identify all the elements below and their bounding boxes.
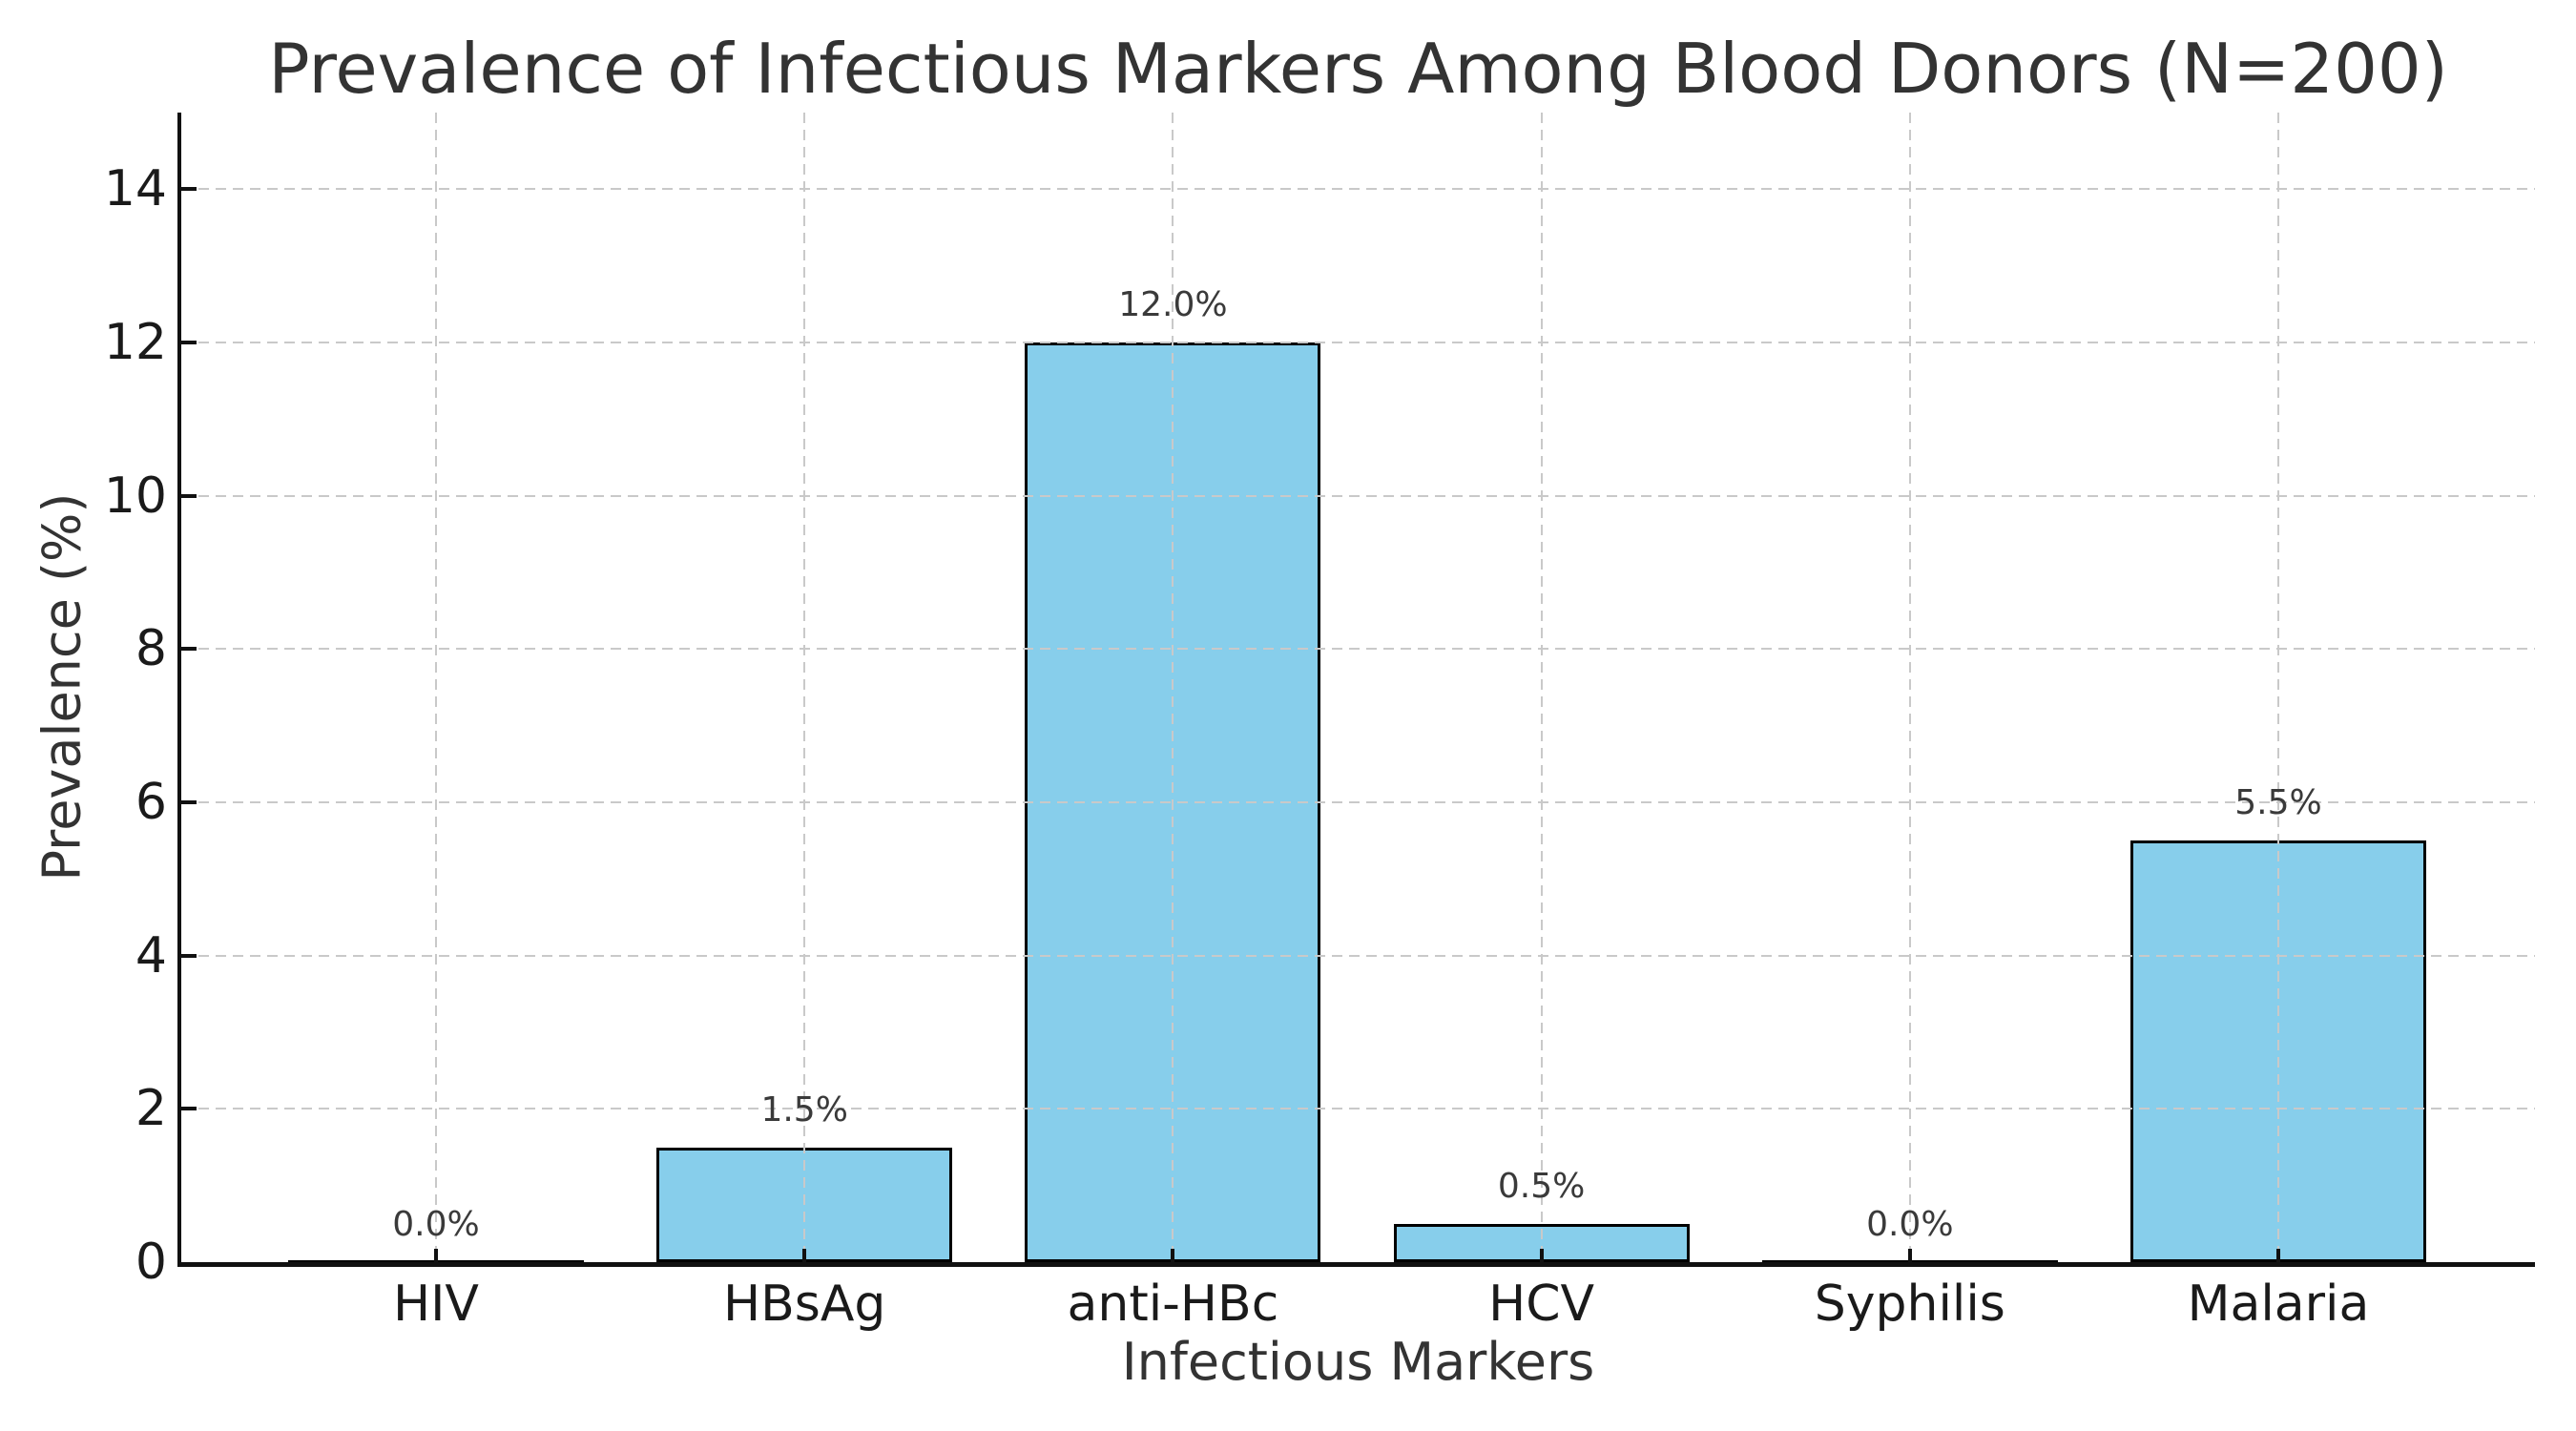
- y-tick-mark: [181, 647, 197, 652]
- x-tick-mark: [2276, 1249, 2280, 1262]
- vertical-gridline: [2277, 113, 2279, 1262]
- horizontal-gridline: [181, 188, 2535, 191]
- x-axis-spine: [177, 1262, 2535, 1267]
- x-tick-mark: [802, 1249, 807, 1262]
- vertical-gridline: [1908, 113, 1911, 1262]
- vertical-gridline: [1540, 113, 1543, 1262]
- x-tick-label: HIV: [392, 1275, 480, 1333]
- y-tick-mark: [181, 800, 197, 804]
- x-tick-label: Syphilis: [1814, 1275, 2005, 1333]
- x-tick-mark: [1907, 1249, 1912, 1262]
- bar-value-label: 12.0%: [1118, 285, 1228, 324]
- vertical-gridline: [803, 113, 806, 1262]
- horizontal-gridline: [181, 342, 2535, 343]
- bar-value-label: 0.0%: [392, 1205, 480, 1244]
- y-tick-label: 2: [135, 1080, 167, 1138]
- x-tick-label: HCV: [1488, 1275, 1595, 1333]
- bar-value-label: 1.5%: [760, 1089, 848, 1130]
- x-tick-mark: [434, 1249, 438, 1262]
- horizontal-gridline: [181, 648, 2535, 651]
- bar-value-label: 0.5%: [1497, 1166, 1586, 1206]
- horizontal-gridline: [181, 801, 2535, 803]
- x-tick-mark: [1171, 1249, 1175, 1262]
- y-axis-spine: [177, 113, 181, 1266]
- y-axis-title: Prevalence (%): [31, 492, 93, 881]
- y-tick-label: 4: [135, 926, 167, 985]
- y-tick-mark: [181, 341, 197, 344]
- horizontal-gridline: [181, 954, 2535, 957]
- x-tick-label: Malaria: [2187, 1275, 2370, 1333]
- y-tick-label: 6: [135, 774, 167, 831]
- horizontal-gridline: [181, 494, 2535, 497]
- x-tick-label: HBsAg: [722, 1275, 886, 1333]
- y-tick-label: 10: [103, 467, 167, 525]
- vertical-gridline: [1172, 113, 1174, 1262]
- chart-title: Prevalence of Infectious Markers Among B…: [268, 29, 2448, 109]
- x-tick-label: anti-HBc: [1067, 1275, 1279, 1333]
- horizontal-gridline: [181, 1108, 2535, 1110]
- y-tick-mark: [181, 1107, 197, 1111]
- y-tick-mark: [181, 953, 197, 958]
- vertical-gridline: [435, 113, 437, 1262]
- x-tick-mark: [1539, 1249, 1544, 1262]
- x-axis-title: Infectious Markers: [1121, 1332, 1595, 1392]
- bar-value-label: 5.5%: [2234, 783, 2322, 823]
- y-tick-label: 0: [135, 1234, 167, 1291]
- y-tick-label: 8: [135, 620, 167, 678]
- y-tick-label: 12: [103, 314, 167, 371]
- y-tick-mark: [181, 493, 197, 498]
- y-tick-mark: [181, 187, 197, 192]
- bar-value-label: 0.0%: [1866, 1205, 1954, 1244]
- y-tick-label: 14: [103, 160, 167, 218]
- plot-area: [177, 113, 2535, 1267]
